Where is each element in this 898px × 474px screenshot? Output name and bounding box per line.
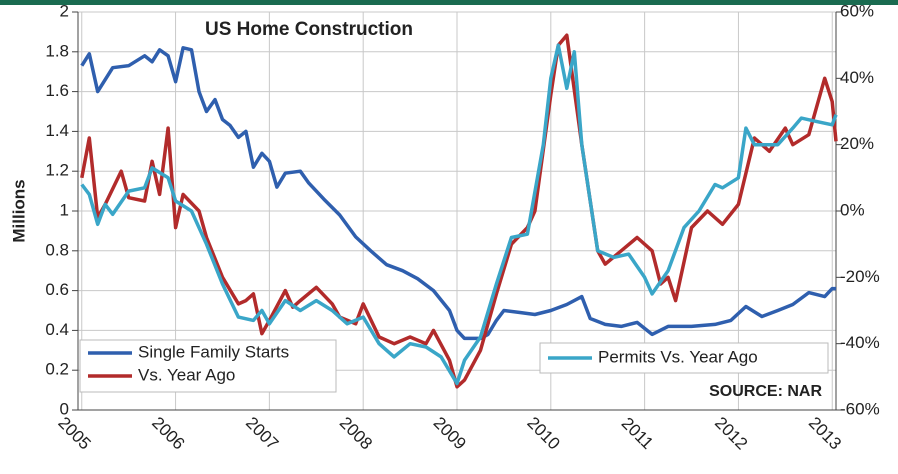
x-tick-label: 2013: [805, 413, 845, 453]
y-tick-label: 0.6: [45, 280, 69, 299]
y-tick-label: 1.6: [45, 81, 69, 100]
chart-title: US Home Construction: [205, 19, 413, 40]
x-tick-label: 2009: [430, 413, 470, 453]
x-tick-label: 2010: [523, 413, 563, 453]
y2-tick-label: 40%: [840, 68, 874, 87]
y2-tick-label: 20%: [840, 134, 874, 153]
y-tick-label: 0.8: [45, 240, 69, 259]
legend-label: Single Family Starts: [138, 342, 289, 361]
lines: [80, 33, 838, 389]
y-tick-label: 0.2: [45, 360, 69, 379]
legend-label: Vs. Year Ago: [138, 365, 235, 384]
x-tick-label: 2011: [618, 414, 657, 453]
y-tick-label: 2: [60, 1, 69, 20]
y-tick-label: 1.2: [45, 161, 69, 180]
y-tick-label: 0.4: [45, 320, 69, 339]
x-tick-label: 2008: [336, 413, 376, 453]
y-tick-label: 1: [60, 200, 69, 219]
legend-box: [79, 339, 337, 393]
y-axis-label: Millions: [9, 179, 28, 242]
y2-tick-label: -60%: [840, 399, 880, 418]
series-line: [80, 43, 838, 386]
x-tick-label: 2006: [148, 413, 188, 453]
top-bar: [0, 0, 898, 5]
y-tick-label: 1.8: [45, 41, 69, 60]
y-tick-label: 0: [60, 399, 69, 418]
y-tick-label: 1.4: [45, 121, 69, 140]
series-line: [80, 46, 836, 341]
x-tick-label: 2005: [54, 413, 94, 453]
y2-tick-label: -20%: [840, 267, 880, 286]
legend-label: Permits Vs. Year Ago: [598, 347, 758, 366]
y2-tick-label: 0%: [840, 200, 865, 219]
y2-tick-label: -40%: [840, 333, 880, 352]
x-tick-label: 2012: [711, 413, 751, 453]
x-tick-label: 2007: [242, 413, 282, 453]
source: SOURCE: NAR: [709, 383, 822, 400]
legend-box: [539, 342, 829, 374]
y2-tick-label: 60%: [840, 1, 874, 20]
